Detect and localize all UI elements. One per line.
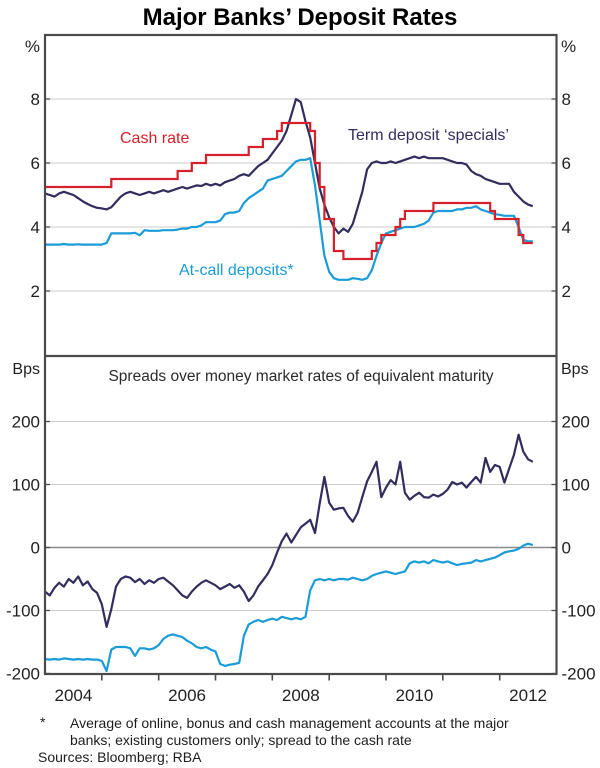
cash-rate-series-label: Cash rate bbox=[120, 130, 190, 147]
term-deposit-specials-series-label: Term deposit ‘specials’ bbox=[348, 127, 509, 144]
y-axis-unit-top-right: % bbox=[561, 37, 577, 56]
x-axis-year-label: 2006 bbox=[168, 686, 206, 705]
footnote-line-2: banks; existing customers only; spread t… bbox=[70, 732, 412, 748]
y-tick-label-left: 200 bbox=[12, 413, 40, 432]
y-tick-label-right: 0 bbox=[562, 539, 571, 558]
footnote-line-1: Average of online, bonus and cash manage… bbox=[70, 715, 509, 731]
y-tick-label-left: 8 bbox=[31, 90, 40, 109]
plot-border bbox=[43, 33, 558, 676]
x-axis-year-label: 2012 bbox=[509, 686, 547, 705]
term-deposit-spread-line bbox=[44, 433, 534, 629]
y-axis-unit-bottom-left: Bps bbox=[12, 361, 40, 378]
page-title: Major Banks’ Deposit Rates bbox=[142, 4, 458, 31]
y-tick-label-right: 200 bbox=[562, 413, 590, 432]
x-axis-year-label: 2010 bbox=[395, 686, 433, 705]
y-tick-label-right: 2 bbox=[562, 282, 571, 301]
cash-rate-line bbox=[45, 121, 533, 261]
y-tick-label-left: 6 bbox=[31, 154, 40, 173]
y-tick-label-left: -200 bbox=[6, 665, 40, 684]
y-tick-label-right: 6 bbox=[562, 154, 571, 173]
y-tick-label-right: -100 bbox=[562, 602, 596, 621]
x-axis-year-label: 2008 bbox=[282, 686, 320, 705]
y-tick-label-left: 2 bbox=[31, 282, 40, 301]
y-tick-label-right: -200 bbox=[562, 665, 596, 684]
y-tick-label-left: 100 bbox=[12, 476, 40, 495]
y-tick-label-right: 4 bbox=[562, 218, 571, 237]
bottom-panel-subtitle: Spreads over money market rates of equiv… bbox=[108, 368, 494, 385]
y-tick-label-left: 0 bbox=[31, 539, 40, 558]
term-deposit-specials-line bbox=[44, 97, 534, 235]
x-axis-year-label: 2004 bbox=[54, 686, 92, 705]
y-tick-label-right: 8 bbox=[562, 90, 571, 109]
at-call-spread-line bbox=[44, 542, 534, 673]
y-axis-unit-bottom-right: Bps bbox=[561, 361, 589, 378]
at-call-deposits-series-label: At-call deposits* bbox=[179, 262, 294, 279]
y-tick-label-left: 4 bbox=[31, 218, 40, 237]
footnote-sources: Sources: Bloomberg; RBA bbox=[38, 749, 202, 765]
footnote-marker: * bbox=[40, 714, 46, 730]
y-axis-unit-top-left: % bbox=[24, 37, 40, 56]
y-tick-label-right: 100 bbox=[562, 476, 590, 495]
at-call-deposits-line bbox=[45, 157, 533, 281]
y-tick-label-left: -100 bbox=[6, 602, 40, 621]
